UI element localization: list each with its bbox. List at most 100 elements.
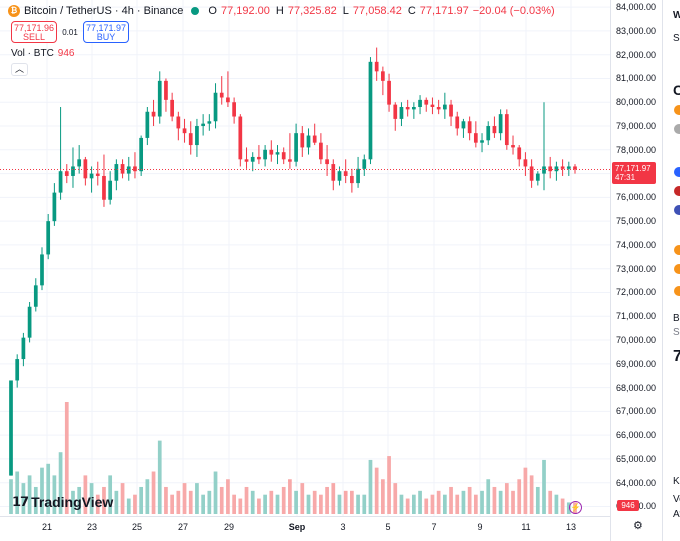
time-axis-label: 27	[177, 522, 189, 532]
volume-bar	[120, 483, 125, 514]
volume-bar	[108, 475, 113, 514]
candle-body	[238, 116, 243, 160]
volume-bar	[52, 475, 57, 514]
volume-bar	[535, 486, 540, 514]
panel-item-ke[interactable]: Ke	[673, 476, 680, 487]
volume-bar	[126, 498, 131, 514]
candle-body	[157, 80, 162, 117]
volume-legend[interactable]: Vol · BTC 946	[11, 48, 74, 59]
volume-bar	[473, 494, 478, 514]
candle-body	[442, 104, 447, 110]
volume-value: 946	[57, 48, 75, 59]
volume-bar	[77, 486, 82, 514]
candle-body	[405, 107, 410, 110]
price-axis[interactable]: 84,000.00 83,000.00 82,000.00 81,000.00 80,0…	[610, 0, 662, 541]
low-label: L	[342, 5, 349, 17]
candle-body	[498, 114, 503, 134]
volume-bar	[33, 486, 38, 514]
symbol-title[interactable]: Bitcoin / TetherUS · 4h · Binance	[24, 5, 184, 17]
volume-bar	[442, 494, 447, 514]
volume-bar	[467, 486, 472, 514]
collapse-legend-chevron-up-icon[interactable]: ︿	[11, 63, 28, 76]
candle-body	[77, 159, 82, 167]
volume-bar	[362, 494, 367, 514]
price-axis-label: 84,000.00	[615, 2, 656, 13]
candle-body	[108, 180, 113, 200]
candle-body	[95, 173, 100, 176]
candle-body	[337, 171, 342, 181]
coin-icon	[674, 167, 680, 177]
candle-body	[381, 71, 385, 81]
price-axis-label: 69,000.00	[615, 358, 656, 369]
volume-bar	[566, 502, 571, 514]
candlestick-chart[interactable]	[0, 0, 610, 516]
candle-body	[40, 254, 44, 286]
buy-button[interactable]: 77,171.97 BUY	[83, 21, 129, 43]
candle-body	[52, 192, 57, 222]
volume-bar	[263, 494, 267, 514]
volume-bar	[461, 490, 466, 514]
candle-body	[151, 111, 156, 117]
sell-button[interactable]: 77,171.96 SELL	[11, 21, 57, 43]
volume-bar	[368, 459, 373, 514]
volume-bar	[133, 494, 137, 514]
volume-bar	[257, 498, 261, 514]
volume-bar	[250, 490, 255, 514]
candle-body	[294, 133, 298, 162]
price-axis-label: 74,000.00	[615, 239, 656, 250]
candle-body	[46, 221, 51, 255]
flag-icon	[674, 186, 680, 196]
panel-item-sp: Sp	[673, 327, 680, 338]
coin-icon	[674, 105, 680, 115]
volume-bar	[9, 479, 13, 514]
volume-bar	[288, 479, 292, 514]
time-axis-label: 25	[131, 522, 143, 532]
volume-bar	[560, 498, 565, 514]
time-axis[interactable]: 21 23 25 27 29 Sep 3 5 7 9 11 13	[0, 516, 610, 541]
bar-countdown: 47:31	[615, 173, 636, 183]
market-open-indicator	[191, 7, 200, 15]
candle-body	[436, 107, 441, 110]
candle-body	[102, 175, 106, 200]
coin-icon	[674, 124, 680, 134]
volume-bar	[430, 494, 435, 514]
panel-item-s[interactable]: S	[673, 33, 680, 44]
volume-bar	[151, 471, 156, 514]
volume-bar	[325, 486, 329, 514]
price-axis-label: 79,000.00	[615, 121, 656, 132]
panel-item-c[interactable]: C	[673, 82, 680, 98]
volume-bar	[374, 467, 379, 514]
volume-bar	[529, 475, 534, 514]
candle-body	[554, 166, 559, 172]
low-value: 77,058.42	[352, 5, 402, 17]
volume-bar	[517, 479, 522, 514]
candle-body	[430, 104, 435, 108]
price-axis-label: 83,000.00	[615, 25, 656, 36]
candle-body	[368, 61, 373, 160]
candle-body	[362, 159, 367, 169]
volume-bar	[195, 483, 199, 514]
panel-item-w[interactable]: W	[673, 10, 680, 21]
candle-body	[226, 97, 230, 103]
candle-body	[139, 137, 144, 172]
volume-bar	[182, 483, 187, 514]
volume-bar	[486, 479, 491, 514]
bitcoin-icon	[674, 286, 680, 296]
candle-body	[486, 126, 491, 141]
volume-bar	[393, 483, 398, 514]
price-axis-label: 73,000.00	[615, 263, 656, 274]
volume-tag: 946	[617, 500, 639, 511]
lightning-icon[interactable]: ⚡	[569, 501, 582, 514]
chart-settings-gear-icon[interactable]: ⚙	[633, 520, 643, 532]
volume-bar	[46, 463, 51, 514]
volume-bar	[319, 494, 323, 514]
candle-body	[257, 156, 261, 160]
symbol-legend: ₿ Bitcoin / TetherUS · 4h · Binance O 77,…	[8, 5, 555, 17]
tradingview-logo[interactable]: 𝟭𝟳 TradingView	[12, 494, 113, 510]
volume-bar	[405, 498, 410, 514]
chart-pane[interactable]: ₿ Bitcoin / TetherUS · 4h · Binance O 77,…	[0, 0, 610, 516]
volume-bar	[275, 494, 280, 514]
candle-body	[207, 121, 212, 124]
volume-label: Vol · BTC	[11, 48, 54, 59]
volume-bar	[207, 490, 212, 514]
